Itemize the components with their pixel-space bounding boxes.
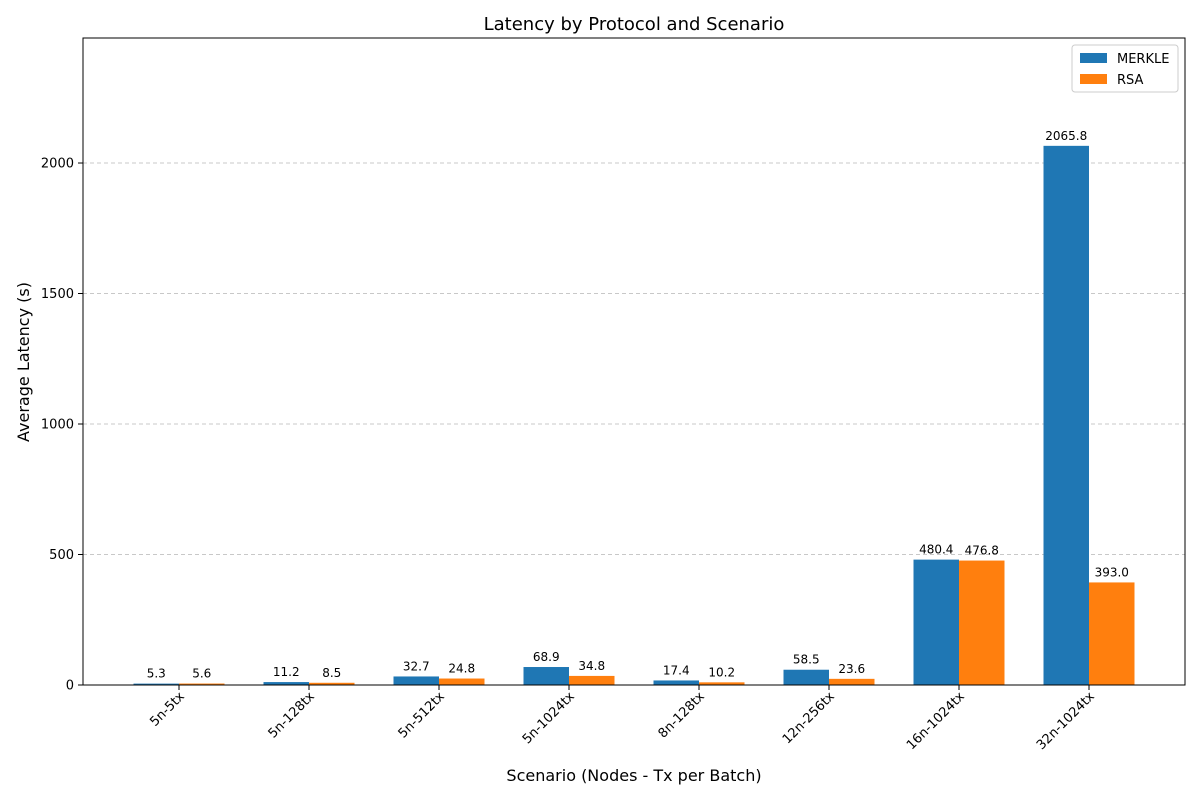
x-tick-label: 32n-1024tx <box>1034 689 1098 753</box>
bar-rsa <box>1089 582 1135 685</box>
data-label: 476.8 <box>965 544 999 558</box>
bar-rsa <box>179 683 225 685</box>
x-tick-label: 5n-512tx <box>396 689 448 741</box>
x-axis-ticks: 5n-5tx 5n-128tx 5n-512tx 5n-1024tx 8n-128tx 1… <box>147 685 1098 753</box>
bar-rsa <box>439 678 485 685</box>
data-label: 2065.8 <box>1045 129 1087 143</box>
data-label: 480.4 <box>919 543 953 557</box>
data-label: 32.7 <box>403 659 430 673</box>
legend-label-merkle: MERKLE <box>1117 52 1169 67</box>
bar-merkle <box>783 669 829 685</box>
x-axis-label: Scenario (Nodes - Tx per Batch) <box>506 766 761 785</box>
bar-merkle <box>1043 145 1089 685</box>
bar-merkle <box>393 676 439 685</box>
y-axis-ticks: 0 500 1000 1500 2000 <box>41 157 83 694</box>
y-axis-label: Average Latency (s) <box>14 282 33 442</box>
data-label: 58.5 <box>793 653 820 667</box>
bar-merkle <box>263 682 309 685</box>
data-label: 11.2 <box>273 665 300 679</box>
bar-merkle <box>653 680 699 685</box>
legend-label-rsa: RSA <box>1117 73 1144 88</box>
bar-merkle <box>913 559 959 685</box>
chart-title: Latency by Protocol and Scenario <box>484 14 785 35</box>
x-tick-label: 8n-128tx <box>656 689 708 741</box>
y-tick-label: 2000 <box>41 157 74 172</box>
x-tick-label: 16n-1024tx <box>904 689 968 753</box>
data-label: 34.8 <box>578 659 605 673</box>
y-tick-label: 1000 <box>41 418 74 433</box>
bar-merkle <box>133 683 179 685</box>
plot-frame <box>82 37 1186 686</box>
bars <box>133 145 1135 685</box>
bar-merkle <box>523 667 569 685</box>
x-tick-label: 12n-256tx <box>780 689 838 747</box>
data-label: 10.2 <box>708 665 735 679</box>
legend-swatch-rsa <box>1080 74 1107 84</box>
bar-rsa <box>309 682 355 685</box>
y-tick-label: 500 <box>49 548 74 563</box>
bar-rsa <box>569 675 615 685</box>
data-labels: 5.3 11.2 32.7 68.9 17.4 58.5 480.4 2065.8 5.6 8.5… <box>147 129 1129 681</box>
bar-rsa <box>959 560 1005 685</box>
data-label: 5.6 <box>192 667 211 681</box>
bar-rsa <box>829 678 875 685</box>
legend: MERKLE RSA <box>1071 44 1179 93</box>
y-tick-label: 0 <box>66 679 74 694</box>
data-label: 8.5 <box>322 666 341 680</box>
data-label: 5.3 <box>147 667 166 681</box>
grid-lines <box>83 162 1185 556</box>
data-label: 393.0 <box>1095 565 1129 579</box>
y-tick-label: 1500 <box>41 287 74 302</box>
data-label: 24.8 <box>448 662 475 676</box>
x-tick-label: 5n-128tx <box>266 689 318 741</box>
data-label: 68.9 <box>533 650 560 664</box>
data-label: 23.6 <box>838 662 865 676</box>
x-tick-label: 5n-5tx <box>147 689 188 730</box>
bar-rsa <box>699 682 745 685</box>
legend-swatch-merkle <box>1080 53 1107 63</box>
x-tick-label: 5n-1024tx <box>520 689 578 747</box>
data-label: 17.4 <box>663 663 690 677</box>
